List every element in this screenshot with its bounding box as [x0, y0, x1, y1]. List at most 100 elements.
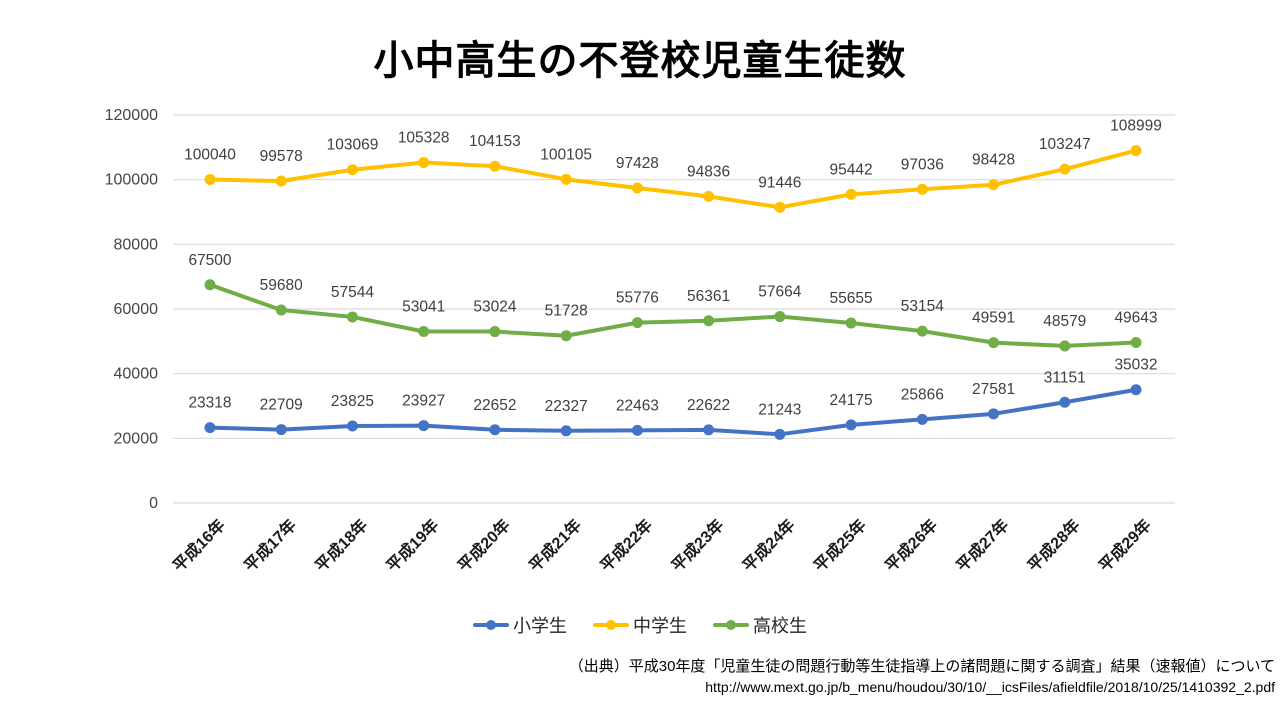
data-point-label-high-school: 67500: [188, 252, 231, 269]
data-point-label-junior-high: 98428: [972, 152, 1015, 169]
data-point-marker-elementary: [275, 424, 287, 436]
data-point-marker-elementary: [204, 422, 216, 434]
data-point-label-junior-high: 103069: [327, 137, 379, 154]
y-axis-tick-label: 0: [149, 495, 158, 512]
x-axis-tick-label: 平成18年: [311, 515, 371, 575]
data-point-marker-high-school: [346, 311, 358, 323]
data-point-marker-high-school: [560, 330, 572, 342]
data-point-marker-elementary: [560, 425, 572, 437]
legend-item-junior-high: 中学生: [593, 612, 687, 638]
data-point-marker-elementary: [916, 413, 928, 425]
data-point-label-junior-high: 99578: [260, 148, 303, 165]
data-point-marker-elementary: [346, 420, 358, 432]
data-point-label-elementary: 24175: [830, 392, 873, 409]
data-point-label-elementary: 22327: [545, 398, 588, 415]
data-point-label-high-school: 59680: [260, 277, 303, 294]
data-point-label-high-school: 55776: [616, 290, 659, 307]
data-point-label-elementary: 23927: [402, 393, 445, 410]
y-axis-tick-label: 60000: [114, 301, 159, 318]
source-citation-text: （出典）平成30年度「児童生徒の問題行動等生徒指導上の諸問題に関する調査」結果（…: [568, 658, 1275, 675]
data-point-marker-junior-high: [703, 190, 715, 202]
data-point-label-elementary: 23318: [188, 395, 231, 412]
data-point-marker-high-school: [916, 325, 928, 337]
data-point-label-junior-high: 95442: [830, 161, 873, 178]
data-point-marker-junior-high: [418, 156, 430, 168]
x-axis-tick-label: 平成16年: [169, 515, 229, 575]
data-point-label-high-school: 57664: [758, 284, 801, 301]
data-point-label-high-school: 53041: [402, 299, 445, 316]
data-point-label-junior-high: 100105: [540, 146, 592, 163]
x-axis-tick-label: 平成17年: [240, 515, 300, 575]
data-point-label-junior-high: 108999: [1110, 118, 1162, 135]
data-point-marker-elementary: [845, 419, 857, 431]
x-axis-tick-label: 平成21年: [525, 515, 585, 575]
data-point-label-high-school: 51728: [545, 303, 588, 320]
series-line-high-school: [208, 282, 1138, 348]
data-point-marker-junior-high: [988, 179, 1000, 191]
source-url-text: http://www.mext.go.jp/b_menu/houdou/30/1…: [705, 679, 1275, 695]
series-line-junior-high: [208, 148, 1138, 210]
data-point-label-high-school: 49591: [972, 310, 1015, 327]
data-point-label-junior-high: 105328: [398, 129, 450, 146]
data-point-marker-high-school: [1130, 336, 1142, 348]
data-point-label-elementary: 27581: [972, 381, 1015, 398]
legend-label-high-school: 高校生: [753, 616, 807, 636]
data-point-label-elementary: 21243: [758, 401, 801, 418]
x-axis-tick-label: 平成27年: [952, 515, 1012, 575]
x-axis-tick-label: 平成19年: [383, 515, 443, 575]
data-point-marker-high-school: [988, 337, 1000, 349]
data-point-label-high-school: 56361: [687, 288, 730, 305]
data-point-marker-elementary: [1130, 384, 1142, 396]
chart-legend: 小学生 中学生 高校生: [0, 612, 1280, 638]
data-point-label-junior-high: 97036: [901, 156, 944, 173]
series-line-elementary: [208, 387, 1138, 437]
x-axis-tick-label: 平成20年: [454, 515, 514, 575]
data-point-marker-junior-high: [916, 183, 928, 195]
data-point-marker-elementary: [774, 428, 786, 440]
data-point-label-junior-high: 91446: [758, 174, 801, 191]
data-point-marker-elementary: [418, 420, 430, 432]
legend-marker-icon-high-school: [713, 620, 749, 630]
data-point-label-elementary: 22709: [260, 397, 303, 414]
legend-item-high-school: 高校生: [713, 612, 807, 638]
data-point-marker-high-school: [489, 326, 501, 338]
data-point-label-elementary: 25866: [901, 386, 944, 403]
data-point-marker-junior-high: [774, 201, 786, 213]
x-axis-tick-label: 平成24年: [739, 515, 799, 575]
data-point-label-high-school: 48579: [1043, 313, 1086, 330]
x-axis-tick-label: 平成28年: [1024, 515, 1084, 575]
data-point-label-junior-high: 100040: [184, 147, 236, 164]
data-point-label-elementary: 35032: [1114, 357, 1157, 374]
data-point-marker-high-school: [631, 317, 643, 329]
data-point-label-junior-high: 97428: [616, 155, 659, 172]
data-point-label-elementary: 22463: [616, 397, 659, 414]
x-axis-tick-label: 平成25年: [810, 515, 870, 575]
data-point-label-high-school: 57544: [331, 284, 374, 301]
data-point-marker-high-school: [275, 304, 287, 316]
y-axis-tick-label: 100000: [105, 172, 158, 189]
data-point-marker-high-school: [1059, 340, 1071, 352]
data-point-label-high-school: 49643: [1114, 309, 1157, 326]
data-point-marker-high-school: [774, 311, 786, 323]
data-point-marker-junior-high: [489, 160, 501, 172]
data-point-marker-elementary: [489, 424, 501, 436]
y-axis-tick-label: 20000: [114, 430, 159, 447]
data-point-label-high-school: 55655: [830, 290, 873, 307]
data-point-marker-elementary: [988, 408, 1000, 420]
data-point-label-high-school: 53154: [901, 298, 944, 315]
data-point-marker-high-school: [204, 279, 216, 291]
legend-dot-swatch: [486, 620, 496, 630]
x-axis-tick-label: 平成23年: [667, 515, 727, 575]
chart-title: 小中高生の不登校児童生徒数: [373, 39, 907, 83]
legend-item-elementary: 小学生: [473, 612, 567, 638]
data-point-marker-junior-high: [845, 188, 857, 200]
data-point-marker-junior-high: [631, 182, 643, 194]
x-axis-tick-label: 平成26年: [881, 515, 941, 575]
legend-marker-icon-junior-high: [593, 620, 629, 630]
data-point-label-junior-high: 103247: [1039, 136, 1091, 153]
data-point-marker-elementary: [703, 424, 715, 436]
data-point-label-elementary: 23825: [331, 393, 374, 410]
legend-label-elementary: 小学生: [513, 616, 567, 636]
